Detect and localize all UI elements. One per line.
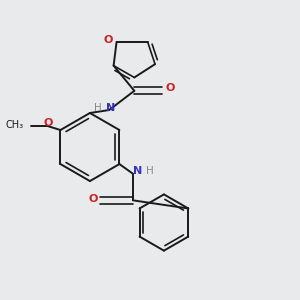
Text: O: O bbox=[103, 34, 113, 45]
Text: O: O bbox=[44, 118, 53, 128]
Text: N: N bbox=[133, 166, 142, 176]
Text: H: H bbox=[146, 166, 154, 176]
Text: H: H bbox=[94, 103, 102, 113]
Text: O: O bbox=[165, 83, 175, 93]
Text: N: N bbox=[106, 103, 115, 113]
Text: CH₃: CH₃ bbox=[5, 120, 23, 130]
Text: O: O bbox=[88, 194, 98, 204]
